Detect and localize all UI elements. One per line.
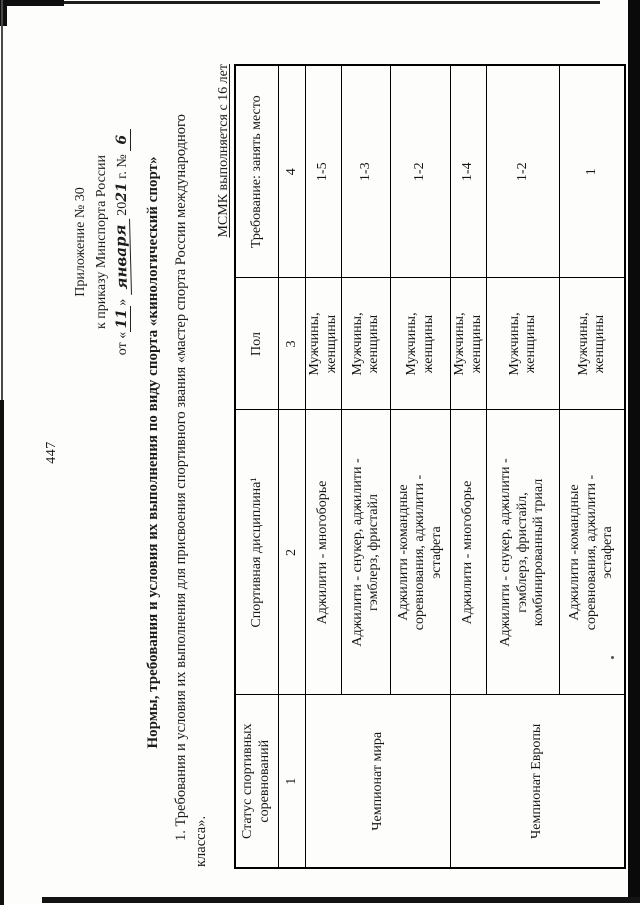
- scan-edge-left-dark: [0, 400, 4, 905]
- discipline-cell: Аджилити - снукер, аджилити - гэмблерз, …: [341, 410, 391, 695]
- gender-cell: Мужчины, женщины: [305, 278, 342, 410]
- column-number-4: 4: [278, 65, 306, 278]
- scan-binding-bar: [628, 0, 640, 897]
- age-requirement-text: МСМК выполняется с 16 лет: [216, 64, 231, 238]
- document-title: Нормы, требования и условия их выполнени…: [145, 156, 161, 749]
- handwritten-month: января: [111, 219, 132, 296]
- scan-edge-top-blob: [0, 0, 64, 6]
- discipline-cell: Аджилити - снукер, аджилити - гэмблерз, …: [486, 410, 560, 695]
- discipline-cell: Аджилити - многоборье: [450, 410, 487, 695]
- scan-edge-top: [0, 1, 600, 4]
- scan-speckle: [611, 656, 614, 659]
- page-number: 447: [44, 441, 59, 464]
- year-suffix: г. №: [115, 150, 130, 183]
- gender-cell: Мужчины, женщины: [486, 278, 560, 410]
- date-close-quote: »: [115, 298, 130, 306]
- appendix-line-2: к приказу Минспорта России: [94, 155, 109, 329]
- requirement-cell: 1-5: [305, 65, 342, 278]
- year-printed: 20: [115, 201, 130, 216]
- section-intro-paragraph: 1. Требования и условия их выполнения дл…: [173, 114, 209, 867]
- discipline-cell: Аджилити -командные соревнования, аджили…: [390, 410, 451, 695]
- requirement-cell: 1-2: [486, 65, 560, 278]
- discipline-cell: Аджилити - многоборье: [305, 410, 342, 695]
- header-status: Статус спортивных соревнований: [235, 695, 279, 868]
- discipline-cell: Аджилити -командные соревнования, аджили…: [559, 410, 626, 695]
- header-requirement: Требование: занять место: [235, 65, 279, 278]
- gender-cell: Мужчины, женщины: [559, 278, 626, 410]
- requirement-cell: 1: [559, 65, 626, 278]
- table-row: Чемпионат Европы Аджилити - многоборье М…: [450, 65, 626, 868]
- requirement-cell: 1-4: [450, 65, 487, 278]
- gender-cell: Мужчины, женщины: [390, 278, 451, 410]
- age-requirement-note: МСМК выполняется с 16 лет: [216, 64, 232, 905]
- scan-edge-bottom: [42, 897, 640, 903]
- table-row: Чемпионат мира Аджилити - многоборье Муж…: [305, 65, 451, 868]
- header-gender: Пол: [235, 278, 279, 410]
- appendix-line-1: Приложение № 30: [73, 187, 88, 297]
- column-number-1: 1: [278, 695, 306, 868]
- status-cell-world: Чемпионат мира: [305, 695, 451, 868]
- gender-cell: Мужчины, женщины: [450, 278, 487, 410]
- header-discipline: Спортивная дисциплина¹: [235, 410, 279, 695]
- scan-corner-mark: [0, 0, 7, 26]
- appendix-header: Приложение № 30 к приказу Минспорта Росс…: [70, 86, 133, 398]
- handwritten-day: 11: [114, 305, 131, 332]
- column-number-3: 3: [278, 278, 306, 410]
- gender-cell: Мужчины, женщины: [341, 278, 391, 410]
- handwritten-year: 21: [114, 182, 130, 202]
- handwritten-order-number: 6: [114, 128, 131, 151]
- column-numbers-row: 1 2 3 4: [278, 65, 306, 868]
- requirement-cell: 1-2: [390, 65, 451, 278]
- date-prefix: от «: [115, 331, 130, 356]
- status-cell-europe: Чемпионат Европы: [450, 695, 626, 868]
- table-header-row: Статус спортивных соревнований Спортивна…: [235, 65, 279, 868]
- appendix-date-line: от «11» января 2021 г. № 6: [111, 86, 133, 398]
- requirement-cell: 1-3: [341, 65, 391, 278]
- column-number-2: 2: [278, 410, 306, 695]
- requirements-table: Статус спортивных соревнований Спортивна…: [234, 64, 627, 869]
